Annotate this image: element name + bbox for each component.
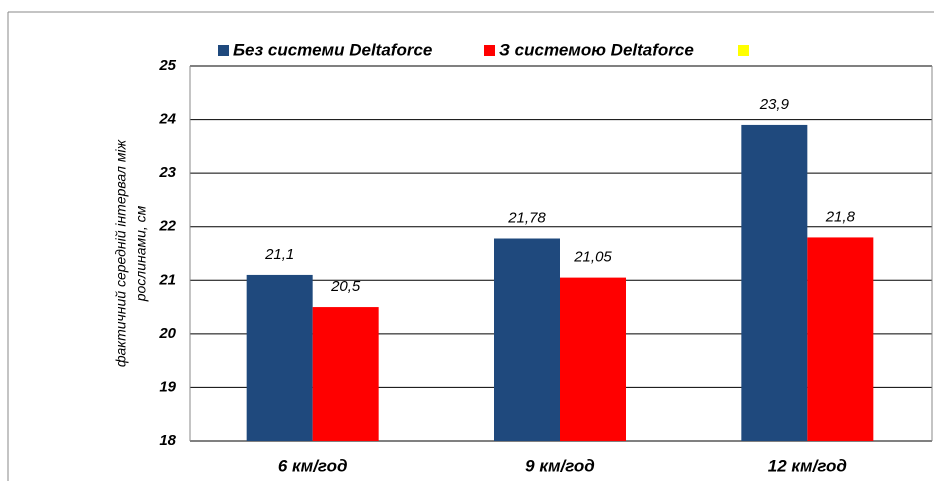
y-axis-label: рослинами, см	[133, 205, 149, 302]
legend-label: З системою Deltaforce	[499, 40, 694, 59]
value-label: 21,8	[825, 208, 856, 225]
y-tick-label: 21	[158, 271, 176, 288]
value-label: 21,78	[507, 209, 546, 226]
value-label: 20,5	[330, 278, 361, 295]
value-label: 23,9	[759, 96, 790, 113]
y-axis-label: фактичний середній інтервал між	[113, 138, 129, 367]
x-tick-label: 6 км/год	[278, 456, 348, 475]
y-tick-label: 18	[159, 432, 176, 449]
y-tick-label: 24	[158, 111, 176, 128]
x-tick-label: 9 км/год	[525, 456, 595, 475]
legend-swatch-extra	[738, 45, 749, 56]
y-tick-label: 25	[158, 57, 176, 74]
legend-swatch	[218, 45, 229, 56]
y-tick-label: 20	[158, 325, 176, 342]
y-tick-label: 22	[158, 218, 176, 235]
y-tick-label: 23	[158, 164, 176, 181]
value-label: 21,1	[264, 246, 294, 263]
legend-swatch	[484, 45, 495, 56]
bar	[560, 277, 626, 441]
bar	[741, 124, 808, 441]
bar	[312, 307, 379, 441]
bar	[807, 237, 874, 441]
bar	[494, 238, 560, 441]
y-tick-label: 19	[159, 378, 176, 395]
bar	[246, 274, 313, 441]
value-label: 21,05	[573, 249, 612, 266]
x-tick-label: 12 км/год	[768, 456, 847, 475]
legend-label: Без системи Deltaforce	[233, 40, 432, 59]
